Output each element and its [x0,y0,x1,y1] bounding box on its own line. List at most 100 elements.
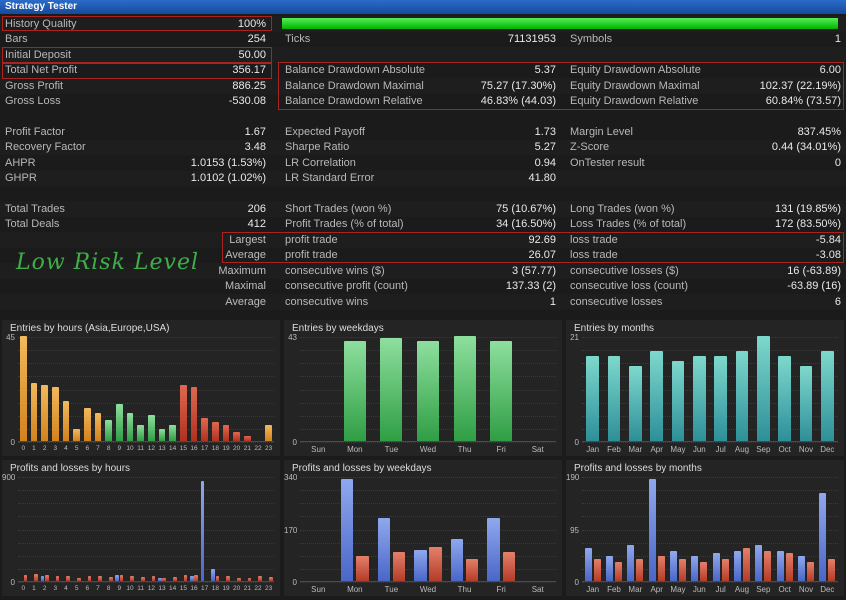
chart-profits-losses-by-months: Profits and losses by months 190 95 0 Jan Fe… [566,460,844,596]
x-axis-label: 8 [106,585,111,592]
y-axis-label: 0 [574,438,579,447]
bar [105,420,112,441]
bar [247,578,252,581]
stat-cell: LR Standard Error 41.80 [272,171,560,187]
gridline [582,337,838,338]
x-axis-label: 20 [233,585,241,592]
gridline [18,337,274,338]
stat-row: Bars 254 Ticks 71131953 Symbols 1 [0,32,846,48]
bar [820,351,834,441]
bar [23,575,28,581]
bar [755,545,763,581]
x-axis-label: 16 [190,585,198,592]
y-axis-label: 0 [292,578,297,587]
gridline [582,568,838,570]
stat-label: loss trade [570,249,618,262]
stat-row: Initial Deposit 50.00 [0,47,846,63]
bar [34,574,39,581]
x-axis-label: Aug [734,585,750,594]
stat-cell: Maximal [0,279,272,295]
y-axis-label: 0 [574,578,579,587]
bar [130,575,135,581]
x-axis-label: 3 [53,585,58,592]
stat-label: consecutive profit (count) [285,280,408,293]
bar [126,413,134,441]
x-axis-label: 21 [243,585,251,592]
gridline [18,477,274,478]
bar [605,556,614,581]
bar [691,556,699,581]
x-axis-label: Thu [457,445,472,454]
stat-cell: Balance Drawdown Relative 46.83% (44.03) [272,94,560,110]
x-axis-label: 22 [254,445,262,452]
bar [45,575,49,581]
bar [450,539,464,581]
stat-row: Total Trades 206 Short Trades (won %) 75 (1… [0,201,846,217]
x-axis-label: Dec [820,445,835,454]
x-axis-label: 0 [21,445,26,452]
bar [712,553,720,581]
x-axis-label: 9 [117,445,122,452]
x-axis-label: 7 [96,445,100,452]
gridline [18,542,274,544]
stat-label: consecutive losses ($) [570,264,679,277]
gridline [582,542,838,544]
gridline [18,490,274,492]
bar [226,576,231,581]
stat-value: 26.07 [528,249,556,262]
x-axis-label: 11 [137,585,145,592]
stat-cell: Profit Factor 1.67 [0,124,272,140]
bar [487,517,500,581]
stat-value: 102.37 (22.19%) [759,79,841,92]
gridline [300,529,556,531]
stat-value: 837.45% [797,125,841,138]
bar [678,558,687,581]
x-axis-label: 1 [32,445,36,452]
bar [233,431,240,441]
stat-label: Equity Drawdown Maximal [570,79,700,92]
chart-plot [582,336,838,443]
gridline [582,389,838,391]
x-axis-label: Oct [778,445,791,454]
bar [392,551,406,581]
stat-label: consecutive losses [570,295,663,308]
bar [356,556,369,581]
x-axis-label: 19 [222,445,230,452]
bar [62,401,70,441]
gridline [18,582,274,583]
stat-cell: profit trade 92.69 [272,232,560,248]
x-axis-label: 18 [211,585,219,592]
y-axis-label: 45 [6,333,15,342]
y-axis-label: 0 [10,438,15,447]
bar [692,356,706,441]
stat-value: 1.73 [534,125,556,138]
bar [669,550,678,581]
chart-entries-by-months: Entries by months 21 0 Jan Feb Mar Apr May Jun J… [566,320,844,456]
stat-label: Equity Drawdown Relative [570,95,699,108]
bar [714,356,728,441]
bar [627,545,635,581]
bar [584,547,592,581]
stat-row: Gross Profit 886.25 Balance Drawdown Maxim… [0,78,846,94]
x-axis-label: 12 [147,585,155,592]
x-axis-label: May [670,585,686,594]
stat-label: LR Correlation [285,156,356,169]
x-axis-label: 0 [21,585,26,592]
chart-plot [18,477,274,583]
x-axis-label: Wed [419,445,437,454]
stat-label: Long Trades (won %) [570,202,675,215]
stat-cell: Expected Payoff 1.73 [272,124,560,140]
bar [785,553,793,581]
stat-cell: consecutive wins ($) 3 (57.77) [272,263,560,279]
window-title-bar[interactable]: Strategy Tester [0,0,846,14]
x-axis-label: Sep [756,445,771,454]
bar [614,561,623,581]
x-axis-label: 14 [169,585,177,592]
stat-cell: Bars 254 [0,32,272,48]
gridline [18,350,274,352]
x-axis-label: 17 [201,585,209,592]
x-axis-label: 15 [179,585,187,592]
chart-title: Entries by weekdays [292,323,384,334]
x-axis-label: Jun [692,585,706,594]
gridline [300,582,556,583]
